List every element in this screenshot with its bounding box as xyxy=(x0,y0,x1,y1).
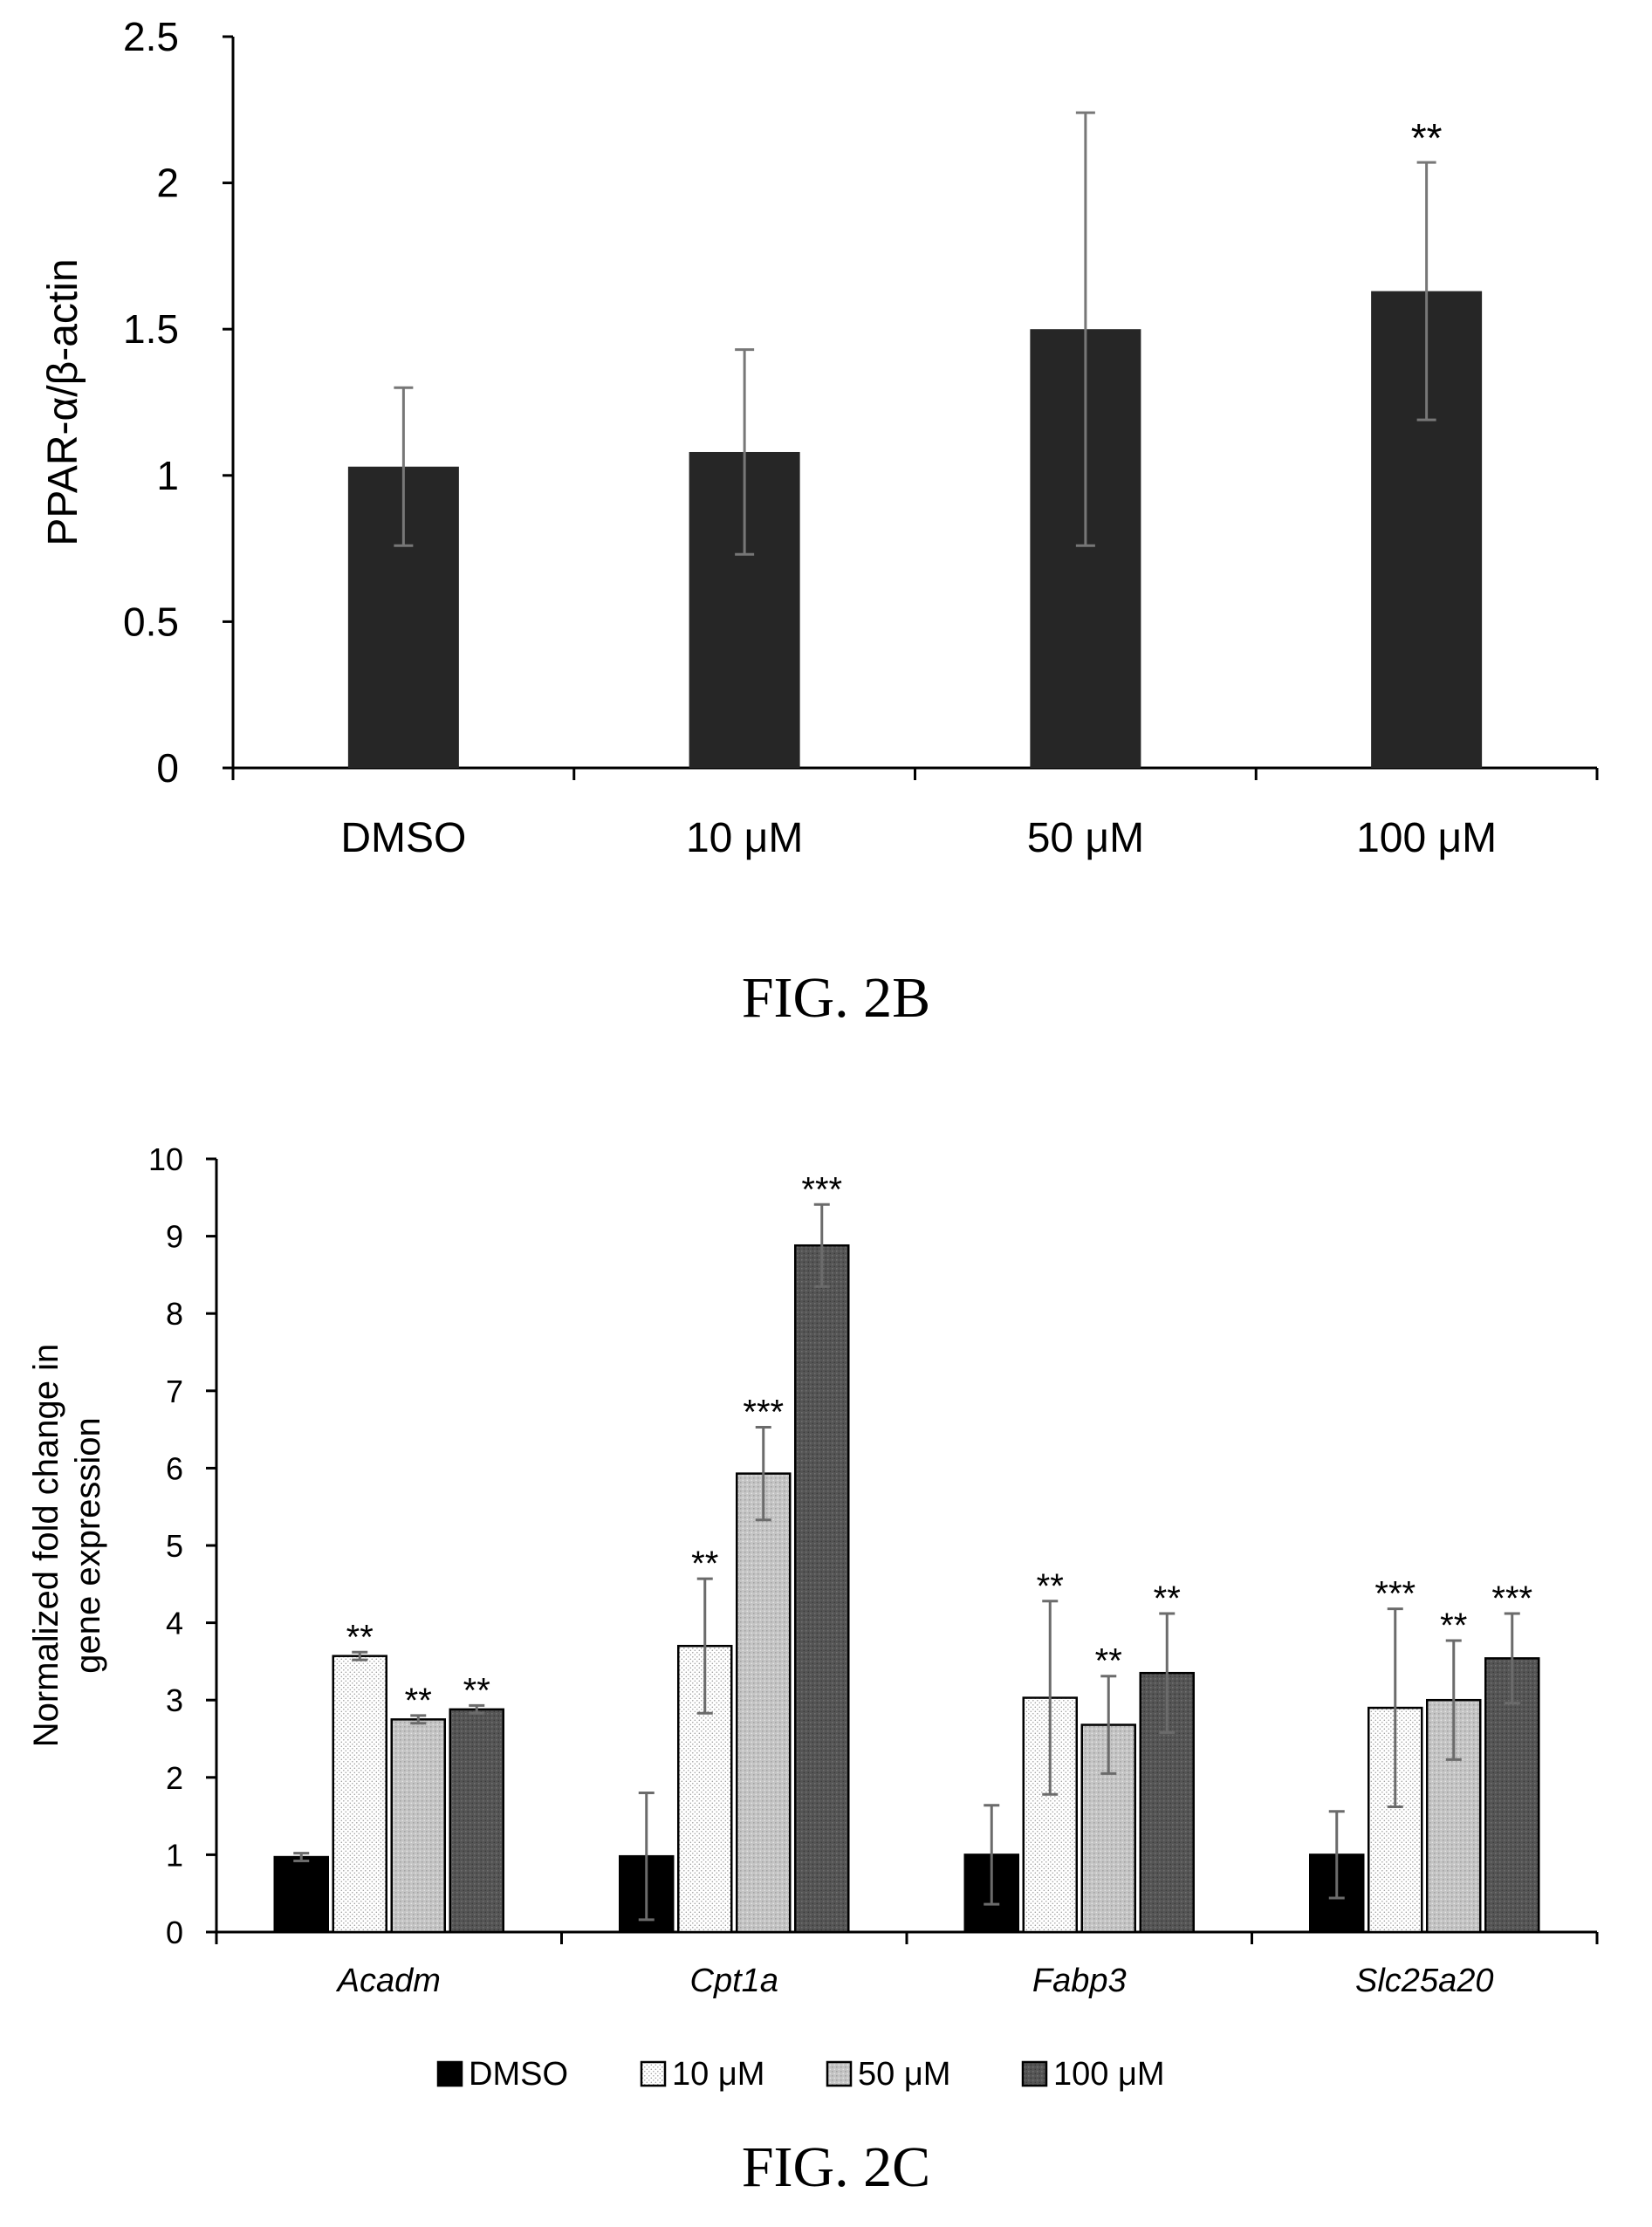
y-tick-label: 9 xyxy=(166,1219,183,1255)
y-axis-label-line-2: gene expression xyxy=(69,1417,107,1674)
y-tick-label: 1 xyxy=(166,1837,183,1873)
significance-marker: ** xyxy=(1037,1567,1064,1606)
bar xyxy=(332,1655,387,1934)
y-tick-label: 2 xyxy=(156,161,179,206)
significance-marker: ** xyxy=(691,1545,718,1583)
x-tick-label: Acadm xyxy=(336,1963,441,1999)
bar xyxy=(449,1708,504,1934)
significance-marker: ** xyxy=(1154,1579,1181,1618)
legend-item: 100 μM xyxy=(1021,2056,1165,2093)
significance-marker: *** xyxy=(743,1393,784,1431)
y-axis-label-line-1: Normalized fold change in xyxy=(27,1344,65,1747)
x-ticks: DMSO 10 μM 50 μM 100 μM xyxy=(231,768,1599,861)
y-tick-label: 1 xyxy=(156,453,179,498)
y-tick-label: 0.5 xyxy=(123,599,179,644)
y-tick-label: 10 xyxy=(148,1141,183,1177)
x-tick-label: 100 μM xyxy=(1356,815,1497,861)
y-tick-label: 6 xyxy=(166,1450,183,1486)
x-tick-label: 50 μM xyxy=(1027,815,1144,861)
legend-item: 10 μM xyxy=(640,2056,764,2093)
x-tick-label: DMSO xyxy=(340,815,466,861)
bar xyxy=(736,1472,792,1934)
x-ticks: Acadm Cpt1a Fabp3 Slc25a20 xyxy=(215,1932,1599,1999)
y-tick-label: 1.5 xyxy=(123,306,179,352)
legend-label: DMSO xyxy=(469,2056,568,2093)
bar xyxy=(677,1644,733,1934)
y-tick-label: 0 xyxy=(156,745,179,791)
significance-marker: *** xyxy=(1491,1579,1532,1618)
legend-label: 100 μM xyxy=(1053,2056,1165,2093)
legend-item: 50 μM xyxy=(826,2056,950,2093)
chart-2b: 0 0.5 1 1.5 2 2.5 ** DMSO 10 μM 50 μM 100 μM PPA… xyxy=(40,14,1599,861)
significance-marker: ** xyxy=(1411,115,1443,161)
y-tick-label: 8 xyxy=(166,1296,183,1332)
y-tick-label: 7 xyxy=(166,1374,183,1409)
bars: **** **************** ******** xyxy=(273,1170,1540,1934)
y-tick-label: 0 xyxy=(166,1915,183,1950)
significance-marker: *** xyxy=(1374,1575,1416,1614)
y-tick-label: 2.5 xyxy=(123,14,179,59)
y-tick-label: 2 xyxy=(166,1760,183,1796)
legend-item: DMSO xyxy=(436,2056,568,2093)
x-tick-label: Fabp3 xyxy=(1032,1963,1127,1999)
y-tick-label: 5 xyxy=(166,1528,183,1564)
y-axis-label: PPAR-α/β-actin xyxy=(40,258,86,545)
y-tick-label: 3 xyxy=(166,1682,183,1718)
bar xyxy=(794,1244,850,1934)
y-ticks: 0 1 2 3 4 5 6 7 8 9 10 xyxy=(148,1141,216,1950)
y-tick-label: 4 xyxy=(166,1606,183,1641)
legend-swatch xyxy=(826,2060,853,2087)
figure-caption-2b: FIG. 2B xyxy=(742,966,930,1030)
significance-marker: ** xyxy=(346,1618,374,1656)
bar xyxy=(273,1855,329,1934)
y-ticks: 0 0.5 1 1.5 2 2.5 xyxy=(123,14,233,791)
x-tick-label: Slc25a20 xyxy=(1355,1963,1493,1999)
significance-marker: ** xyxy=(405,1682,432,1720)
figure-caption-2c: FIG. 2C xyxy=(742,2135,930,2199)
significance-marker: *** xyxy=(801,1170,842,1209)
significance-marker: ** xyxy=(1095,1642,1122,1681)
bars: ** xyxy=(347,111,1483,768)
legend-label: 10 μM xyxy=(672,2056,764,2093)
significance-marker: ** xyxy=(463,1671,490,1710)
x-tick-label: 10 μM xyxy=(686,815,803,861)
legend: DMSO 10 μM 50 μM 100 μM xyxy=(436,2056,1165,2093)
legend-swatch xyxy=(1021,2060,1048,2087)
legend-label: 50 μM xyxy=(858,2056,950,2093)
bar xyxy=(390,1718,446,1934)
significance-marker: ** xyxy=(1440,1607,1467,1645)
legend-swatch xyxy=(640,2060,667,2087)
legend-swatch xyxy=(436,2060,463,2087)
x-tick-label: Cpt1a xyxy=(690,1963,778,1999)
